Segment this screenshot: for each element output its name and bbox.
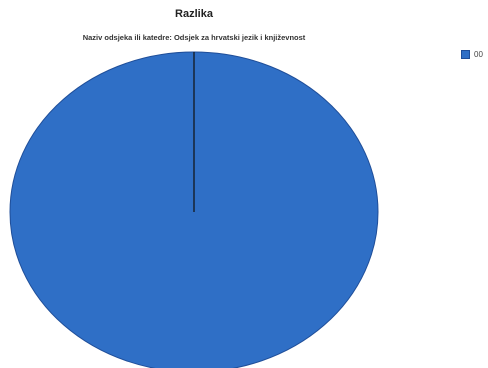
chart-subtitle: Naziv odsjeka ili katedre: Odsjek za hrv… bbox=[82, 33, 306, 42]
legend-label: 00 bbox=[474, 50, 483, 59]
legend: 00 bbox=[461, 50, 483, 59]
chart-title: Razlika bbox=[175, 8, 213, 20]
legend-swatch bbox=[461, 50, 470, 59]
pie-slices bbox=[9, 51, 379, 368]
